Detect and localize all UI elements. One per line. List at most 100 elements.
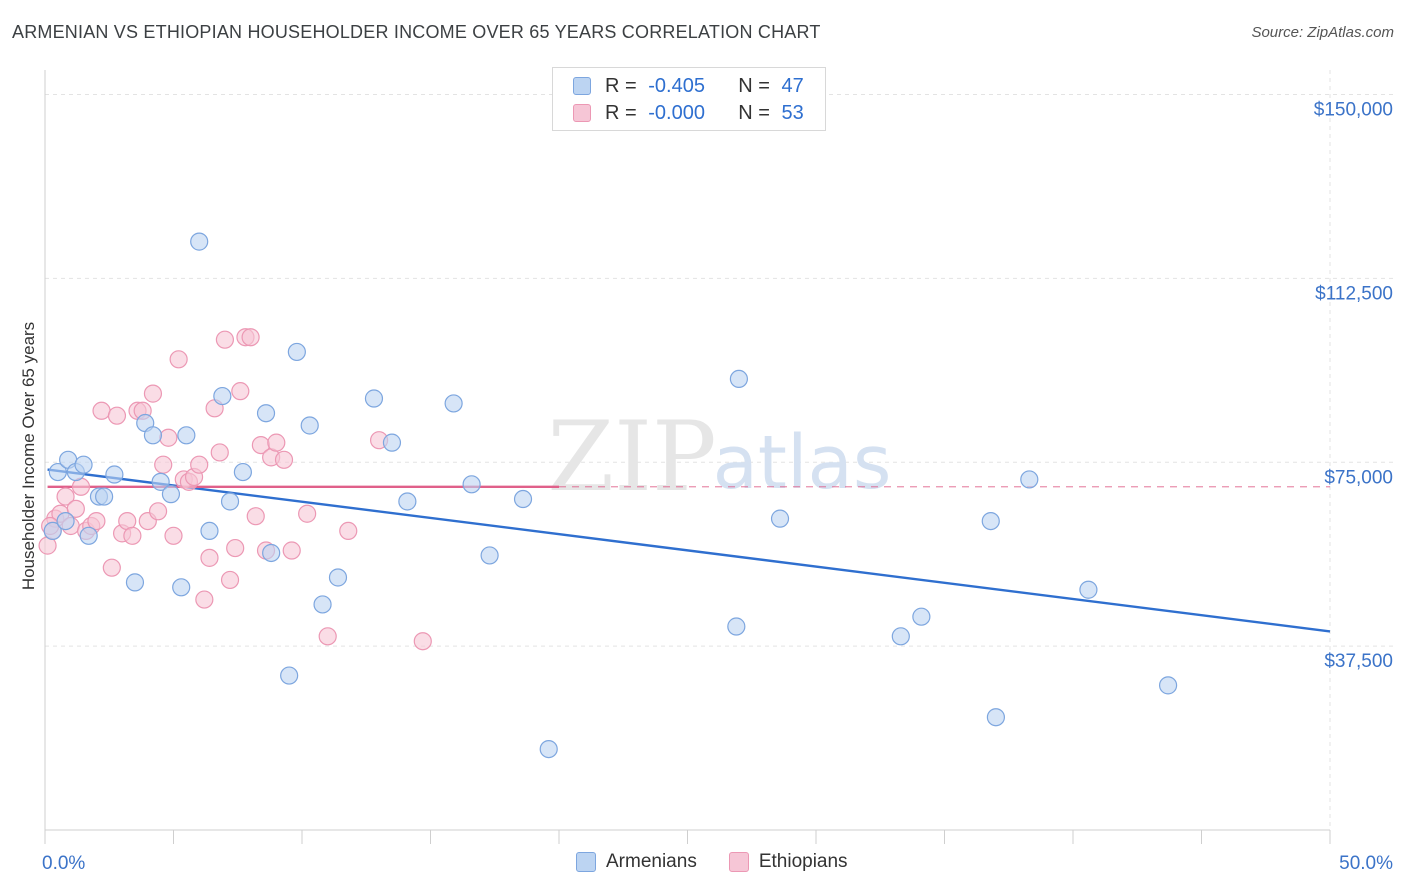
data-point-armenians — [172, 578, 191, 597]
data-point-ethiopians — [210, 443, 229, 462]
data-point-armenians — [143, 426, 163, 445]
data-point-ethiopians — [282, 541, 301, 560]
data-point-armenians — [328, 568, 348, 587]
data-point-ethiopians — [274, 450, 294, 469]
data-point-ethiopians — [102, 558, 121, 577]
ethiopians-swatch — [728, 852, 749, 872]
data-point-armenians — [1020, 470, 1039, 489]
correlation-legend: R = -0.405 N = 47 R = -0.000 N = 53 — [552, 67, 826, 131]
legend-ethiopians-label: Ethiopians — [758, 851, 848, 872]
data-point-ethiopians — [200, 548, 219, 567]
data-point-armenians — [1079, 580, 1098, 599]
data-point-ethiopians — [267, 433, 286, 452]
data-point-armenians — [213, 386, 232, 406]
data-point-armenians — [912, 607, 931, 626]
source-label: Source: ZipAtlas.com — [1251, 24, 1394, 41]
legend-r-label: R = — [605, 74, 643, 97]
watermark: ZIP atlas — [547, 401, 891, 513]
y-axis-label: Householder Income Over 65 years — [19, 322, 38, 590]
data-point-armenians — [891, 627, 910, 646]
data-point-armenians — [125, 573, 145, 592]
series-legend: Armenians Ethiopians — [576, 851, 880, 873]
data-point-ethiopians — [195, 590, 214, 609]
y-tick-label: $150,000 — [1314, 100, 1393, 121]
data-point-armenians — [161, 485, 181, 504]
data-point-ethiopians — [87, 511, 106, 531]
data-point-armenians — [220, 492, 240, 511]
data-point-armenians — [56, 511, 75, 531]
legend-r-value: -0.000 — [648, 101, 705, 124]
axes — [44, 70, 1331, 844]
data-point-ethiopians — [164, 526, 183, 545]
data-point-armenians — [151, 472, 170, 491]
data-point-armenians — [256, 404, 276, 423]
legend-n-label: N = — [738, 74, 776, 97]
data-point-armenians — [462, 475, 481, 494]
data-point-armenians — [1158, 676, 1178, 695]
data-point-armenians — [398, 492, 417, 511]
data-point-armenians — [513, 489, 533, 509]
data-point-ethiopians — [190, 455, 209, 474]
x-tick-label: 50.0% — [1339, 853, 1393, 874]
legend-n-label: N = — [738, 101, 776, 124]
data-point-ethiopians — [148, 502, 168, 521]
tick-labels: $150,000 $112,500 $75,000 $37,500 0.0% 50.0% — [42, 100, 1393, 874]
watermark-atlas: atlas — [713, 420, 892, 506]
data-point-ethiopians — [318, 627, 337, 646]
data-point-armenians — [539, 739, 558, 759]
data-point-armenians — [200, 521, 219, 541]
data-point-ethiopians — [66, 499, 85, 518]
data-point-armenians — [48, 462, 67, 482]
data-point-ethiopians — [241, 328, 260, 347]
data-point-armenians — [287, 342, 306, 362]
data-point-armenians — [770, 509, 790, 528]
ethiopians-swatch — [573, 104, 591, 122]
data-point-armenians — [480, 546, 499, 565]
data-point-ethiopians — [215, 330, 234, 349]
data-point-armenians — [727, 617, 746, 636]
data-point-armenians — [382, 433, 402, 452]
data-point-ethiopians — [154, 455, 173, 474]
armenians-swatch — [573, 77, 591, 95]
data-point-armenians — [233, 462, 252, 482]
data-point-ethiopians — [169, 350, 188, 369]
chart-title: ARMENIAN VS ETHIOPIAN HOUSEHOLDER INCOME… — [12, 22, 821, 42]
data-point-ethiopians — [220, 570, 240, 590]
data-point-armenians — [981, 511, 1000, 531]
legend-item-ethiopians: Ethiopians — [728, 851, 848, 873]
data-point-ethiopians — [246, 507, 265, 526]
data-point-ethiopians — [56, 487, 75, 506]
data-point-armenians — [262, 543, 281, 563]
data-point-armenians — [444, 394, 463, 413]
legend-armenians-label: Armenians — [606, 851, 697, 872]
data-point-ethiopians — [298, 504, 317, 523]
data-point-armenians — [313, 595, 332, 614]
data-point-armenians — [105, 465, 124, 484]
armenians-points — [43, 232, 1178, 759]
data-point-ethiopians — [231, 382, 250, 401]
armenians-swatch — [576, 852, 596, 872]
y-tick-label: $112,500 — [1315, 283, 1393, 304]
data-point-ethiopians — [159, 428, 178, 447]
data-point-armenians — [79, 526, 98, 545]
data-point-ethiopians — [107, 406, 127, 425]
data-point-ethiopians — [123, 526, 142, 545]
data-point-armenians — [74, 455, 93, 474]
watermark-zip: ZIP — [547, 401, 716, 513]
legend-row-armenians: R = -0.405 N = 47 — [573, 73, 804, 99]
legend-row-ethiopians: R = -0.000 N = 53 — [573, 100, 804, 126]
data-point-ethiopians — [339, 521, 358, 541]
data-point-armenians — [729, 369, 749, 389]
data-point-armenians — [986, 708, 1006, 727]
data-point-armenians — [177, 426, 196, 445]
data-point-armenians — [95, 487, 114, 506]
y-tick-label: $37,500 — [1324, 651, 1393, 672]
x-tick-label: 0.0% — [42, 853, 85, 874]
data-point-armenians — [364, 389, 384, 408]
legend-n-value: 47 — [781, 74, 804, 97]
data-point-ethiopians — [413, 632, 432, 651]
legend-n-value: 53 — [781, 101, 804, 124]
legend-item-armenians: Armenians — [576, 851, 697, 873]
y-tick-label: $75,000 — [1324, 467, 1393, 488]
